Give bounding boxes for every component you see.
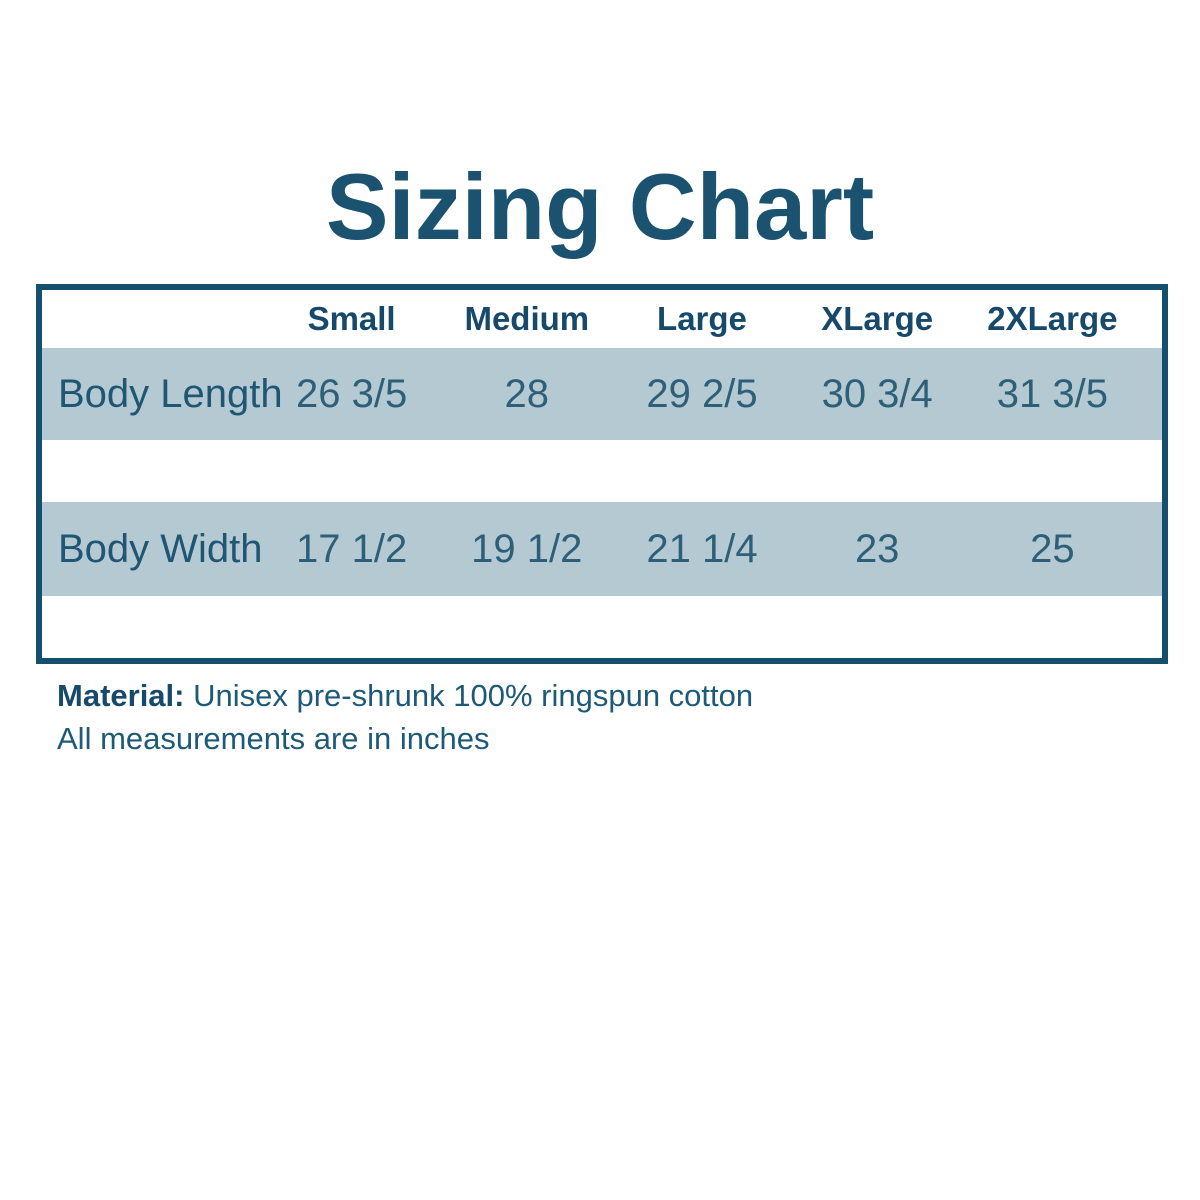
body-length-medium: 28 xyxy=(504,371,550,416)
bottom-spacer-row xyxy=(42,596,1162,658)
body-length-small: 26 3/5 xyxy=(295,371,408,416)
measurements-note: All measurements are in inches xyxy=(57,721,490,756)
body-width-small: 17 1/2 xyxy=(295,526,408,571)
body-width-xlarge: 23 xyxy=(854,526,900,571)
table-header-row: Small Medium Large XLarge 2XLarge xyxy=(42,290,1162,348)
body-width-large: 21 1/4 xyxy=(646,526,758,571)
row-label-body-width: Body Width xyxy=(58,526,263,571)
body-width-2xlarge: 25 xyxy=(1030,526,1075,571)
body-length-2xlarge: 31 3/5 xyxy=(996,371,1108,416)
page-title: Sizing Chart xyxy=(325,154,875,259)
column-header-medium: Medium xyxy=(464,300,590,337)
column-header-large: Large xyxy=(657,300,747,337)
material-label: Material: xyxy=(57,678,185,713)
sizing-table: Small Medium Large XLarge 2XLarge Body L… xyxy=(36,284,1168,664)
column-header-small: Small xyxy=(307,300,396,337)
column-header-2xlarge: 2XLarge xyxy=(987,300,1118,337)
material-line: Material: Unisex pre-shrunk 100% ringspu… xyxy=(57,674,753,717)
body-length-xlarge: 30 3/4 xyxy=(821,371,933,416)
body-length-large: 29 2/5 xyxy=(646,371,758,416)
column-header-xlarge: XLarge xyxy=(821,300,934,337)
body-width-row: Body Width 17 1/2 19 1/2 21 1/4 23 25 xyxy=(42,502,1162,596)
body-length-row: Body Length 26 3/5 28 29 2/5 30 3/4 31 3… xyxy=(42,348,1162,440)
material-text: Unisex pre-shrunk 100% ringspun cotton xyxy=(184,678,754,713)
footer-notes: Material: Unisex pre-shrunk 100% ringspu… xyxy=(57,674,753,760)
spacer-row xyxy=(42,440,1162,502)
row-label-body-length: Body Length xyxy=(58,371,283,416)
body-width-medium: 19 1/2 xyxy=(471,526,583,571)
